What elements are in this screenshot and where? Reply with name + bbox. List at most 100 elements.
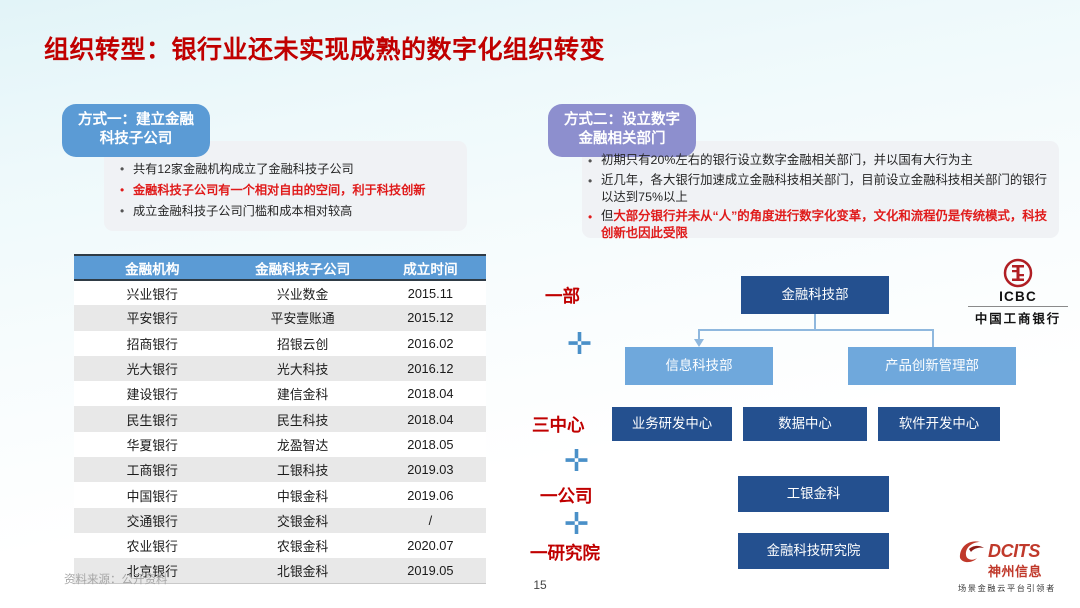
cell-institution: 建设银行	[74, 381, 231, 407]
connector-vertical-root	[814, 314, 816, 330]
cell-founded: 2016.12	[374, 355, 486, 382]
cell-institution: 交通银行	[74, 507, 231, 533]
list-item: • 近几年，各大银行加速成立金融科技相关部门，目前设立金融科技相关部门的银行以达…	[588, 172, 1051, 206]
org-node-root: 金融科技部	[741, 276, 889, 314]
table-row: 中国银行 中银金科 2019.06	[74, 482, 486, 508]
icbc-divider	[968, 306, 1068, 308]
list-item: • 但大部分银行并未从“人”的角度进行数字化变革，文化和流程仍是传统模式，科技创…	[588, 208, 1051, 242]
org-row-label-department: 一部	[545, 286, 580, 306]
cell-founded: 2018.04	[374, 381, 486, 407]
bullet-dot-icon: •	[588, 174, 593, 188]
table-row: 平安银行 平安壹账通 2015.12	[74, 305, 486, 331]
dcits-swoosh-icon	[959, 541, 984, 563]
bullet-text: 共有12家金融机构成立了金融科技子公司	[133, 162, 354, 176]
connector-vertical-left-child	[698, 329, 700, 341]
org-row-label-institute: 一研究院	[530, 543, 600, 563]
page-number: 15	[533, 578, 547, 592]
cell-subsidiary: 民生科技	[230, 406, 375, 432]
org-chart: 一部 金融科技部 ✛ 信息科技部 产品创新管理部 三中心 业务研发中心 数据中心…	[530, 255, 1080, 585]
table-row: 光大银行 光大科技 2016.12	[74, 355, 486, 382]
dcits-logo: DCITS 神州信息 场景金融云平台引领者	[958, 538, 1070, 594]
cell-founded: 2015.11	[374, 280, 486, 306]
table-row: 华夏银行 龙盈智达 2018.05	[74, 431, 486, 458]
cell-founded: 2018.04	[374, 406, 486, 432]
dcits-tagline: 场景金融云平台引领者	[958, 584, 1056, 594]
column-header-founded: 成立时间	[374, 254, 486, 281]
bullet-text: 但大部分银行并未从“人”的角度进行数字化变革，文化和流程仍是传统模式，科技创新也…	[601, 208, 1051, 242]
list-item: • 初期只有20%左右的银行设立数字金融相关部门，并以国有大行为主	[588, 152, 1051, 170]
bullet-dot-icon: •	[120, 162, 125, 176]
cell-institution: 民生银行	[74, 406, 231, 432]
cell-subsidiary: 平安壹账通	[230, 305, 375, 331]
cell-founded: 2016.02	[374, 330, 486, 356]
table-row: 北京银行 北银金科 2019.05	[74, 558, 486, 585]
column-header-subsidiary: 金融科技子公司	[230, 254, 375, 281]
org-plus-icon-1: ✛	[567, 328, 593, 361]
cell-subsidiary: 建信金科	[230, 381, 375, 407]
table-header-row: 金融机构 金融科技子公司 成立时间	[74, 254, 486, 281]
dcits-chinese-name: 神州信息	[988, 564, 1043, 579]
cell-subsidiary: 农银金科	[230, 532, 375, 559]
cell-subsidiary: 招银云创	[230, 330, 375, 356]
icbc-chinese-name: 中国工商银行	[974, 312, 1062, 327]
bullet-highlight: 大部分银行并未从“人”的角度进行数字化变革，文化和流程仍是传统模式，科技创新也因…	[601, 209, 1048, 240]
org-node-gongyin-jinke: 工银金科	[738, 476, 889, 512]
left-panel-bullet-list: • 共有12家金融机构成立了金融科技子公司 • 金融科技子公司有一个相对自由的空…	[120, 160, 462, 223]
org-node-product-innovation-dept: 产品创新管理部	[848, 347, 1016, 385]
cell-founded: 2019.03	[374, 457, 486, 483]
cell-subsidiary: 龙盈智达	[230, 431, 375, 458]
column-header-institution: 金融机构	[74, 254, 231, 281]
cell-founded: 2020.07	[374, 532, 486, 559]
left-panel-badge: 方式一：建立金融 科技子公司	[62, 104, 210, 157]
bullet-dot-icon: •	[588, 210, 593, 224]
cell-founded: 2019.05	[374, 558, 486, 585]
bullet-dot-icon: •	[120, 183, 125, 197]
bullet-text: 成立金融科技子公司门槛和成本相对较高	[133, 204, 353, 218]
org-node-business-rnd-center: 业务研发中心	[612, 407, 732, 441]
cell-institution: 华夏银行	[74, 431, 231, 458]
cell-subsidiary: 中银金科	[230, 482, 375, 508]
cell-founded: /	[374, 507, 486, 533]
cell-subsidiary: 兴业数金	[230, 280, 375, 306]
cell-institution: 平安银行	[74, 305, 231, 331]
org-plus-icon-3: ✛	[564, 508, 590, 541]
cell-institution: 中国银行	[74, 482, 231, 508]
org-node-it-dept: 信息科技部	[625, 347, 773, 385]
cell-institution: 兴业银行	[74, 280, 231, 306]
table-row: 招商银行 招银云创 2016.02	[74, 330, 486, 356]
cell-founded: 2015.12	[374, 305, 486, 331]
right-panel-content-box	[582, 141, 1059, 238]
cell-founded: 2018.05	[374, 431, 486, 458]
right-panel-badge: 方式二：设立数字 金融相关部门	[548, 104, 696, 157]
table-row: 工商银行 工银科技 2019.03	[74, 457, 486, 483]
cell-founded: 2019.06	[374, 482, 486, 508]
table-row: 兴业银行 兴业数金 2015.11	[74, 280, 486, 306]
list-item: • 共有12家金融机构成立了金融科技子公司	[120, 160, 462, 178]
org-node-data-center: 数据中心	[743, 407, 867, 441]
bullet-dot-icon: •	[588, 154, 593, 168]
cell-institution: 光大银行	[74, 355, 231, 382]
table-body: 兴业银行 兴业数金 2015.11 平安银行 平安壹账通 2015.12 招商银行 招银云…	[74, 280, 486, 585]
icbc-logo: ICBC 中国工商银行	[968, 258, 1068, 327]
cell-subsidiary: 工银科技	[230, 457, 375, 483]
cell-subsidiary: 北银金科	[230, 558, 375, 585]
cell-institution: 北京银行	[74, 558, 231, 585]
connector-arrow-icon	[694, 339, 704, 347]
dcits-wordmark: DCITS	[988, 541, 1041, 561]
org-row-label-company: 一公司	[540, 486, 593, 506]
org-node-software-dev-center: 软件开发中心	[878, 407, 1000, 441]
cell-subsidiary: 光大科技	[230, 355, 375, 382]
cell-institution: 招商银行	[74, 330, 231, 356]
right-panel-bullet-list: • 初期只有20%左右的银行设立数字金融相关部门，并以国有大行为主 • 近几年，…	[588, 152, 1051, 244]
fintech-subsidiary-table: 金融机构 金融科技子公司 成立时间 兴业银行 兴业数金 2015.11 平安银行 平安…	[74, 254, 486, 585]
cell-subsidiary: 交银金科	[230, 507, 375, 533]
icbc-english-name: ICBC	[999, 289, 1037, 304]
dcits-logo-row: DCITS	[958, 538, 1070, 564]
cell-institution: 农业银行	[74, 532, 231, 559]
org-row-label-centers: 三中心	[532, 415, 585, 435]
list-item: • 成立金融科技子公司门槛和成本相对较高	[120, 202, 462, 220]
org-node-fintech-institute: 金融科技研究院	[738, 533, 889, 569]
bullet-prefix: 但	[601, 209, 614, 223]
cell-institution: 工商银行	[74, 457, 231, 483]
connector-horizontal-root	[698, 329, 933, 331]
